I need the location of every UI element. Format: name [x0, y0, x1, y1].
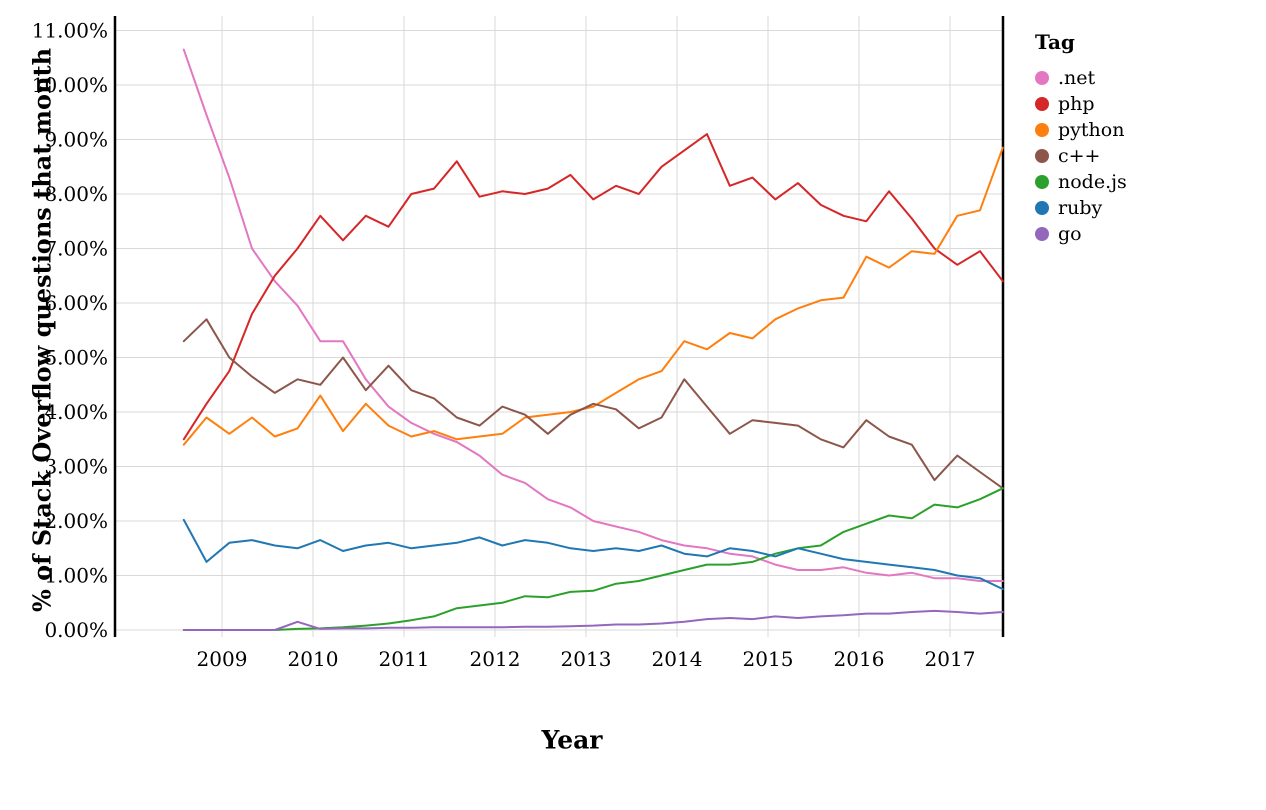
x-tick-label: 2009 [197, 647, 248, 671]
x-tick-label: 2011 [379, 647, 430, 671]
series-line-python [182, 146, 1004, 446]
x-tick-label: 2016 [834, 647, 885, 671]
series-line-go [182, 609, 1004, 631]
legend-swatch-icon [1035, 201, 1049, 215]
y-tick-label: 3.00% [44, 455, 108, 479]
series-line-ruby [182, 518, 1004, 591]
legend-swatch-icon [1035, 149, 1049, 163]
x-tick-label: 2012 [470, 647, 521, 671]
y-tick-label: 6.00% [44, 291, 108, 315]
x-tick-label: 2014 [652, 647, 703, 671]
y-tick-label: 4.00% [44, 400, 108, 424]
x-tick-label: 2015 [743, 647, 794, 671]
legend-label: python [1058, 119, 1125, 141]
legend-label: .net [1058, 67, 1096, 89]
legend-label: php [1058, 93, 1095, 115]
legend-label: node.js [1058, 171, 1127, 193]
series-line-php [182, 133, 1004, 441]
y-axis-title: % of Stack Overflow questions that month [27, 47, 57, 613]
legend-item-.net: .net [1035, 65, 1127, 91]
legend: Tag .net php python c++ node.js ruby go [1035, 30, 1127, 247]
legend-swatch-icon [1035, 123, 1049, 137]
series-line-node.js [182, 487, 1004, 631]
y-tick-label: 10.00% [32, 73, 108, 97]
legend-label: go [1058, 223, 1082, 245]
y-tick-label: 0.00% [44, 618, 108, 642]
legend-item-ruby: ruby [1035, 195, 1127, 221]
series-line-.net [182, 48, 1004, 582]
legend-swatch-icon [1035, 175, 1049, 189]
y-tick-label: 7.00% [44, 237, 108, 261]
x-tick-label: 2010 [288, 647, 339, 671]
x-tick-label: 2013 [561, 647, 612, 671]
series-line-c++ [182, 318, 1004, 490]
legend-title: Tag [1035, 30, 1075, 54]
legend-item-c++: c++ [1035, 143, 1127, 169]
y-tick-label: 11.00% [32, 19, 108, 43]
x-axis-title: Year [541, 725, 603, 755]
legend-swatch-icon [1035, 97, 1049, 111]
legend-item-go: go [1035, 221, 1127, 247]
x-tick-label: 2017 [925, 647, 976, 671]
legend-items: .net php python c++ node.js ruby go [1035, 65, 1127, 247]
legend-label: c++ [1058, 145, 1101, 167]
y-tick-label: 8.00% [44, 182, 108, 206]
y-tick-label: 9.00% [44, 128, 108, 152]
legend-label: ruby [1058, 197, 1103, 219]
legend-swatch-icon [1035, 227, 1049, 241]
legend-item-php: php [1035, 91, 1127, 117]
legend-item-python: python [1035, 117, 1127, 143]
legend-swatch-icon [1035, 71, 1049, 85]
y-tick-label: 2.00% [44, 509, 108, 533]
legend-item-node.js: node.js [1035, 169, 1127, 195]
y-tick-label: 5.00% [44, 346, 108, 370]
y-tick-label: 1.00% [44, 564, 108, 588]
